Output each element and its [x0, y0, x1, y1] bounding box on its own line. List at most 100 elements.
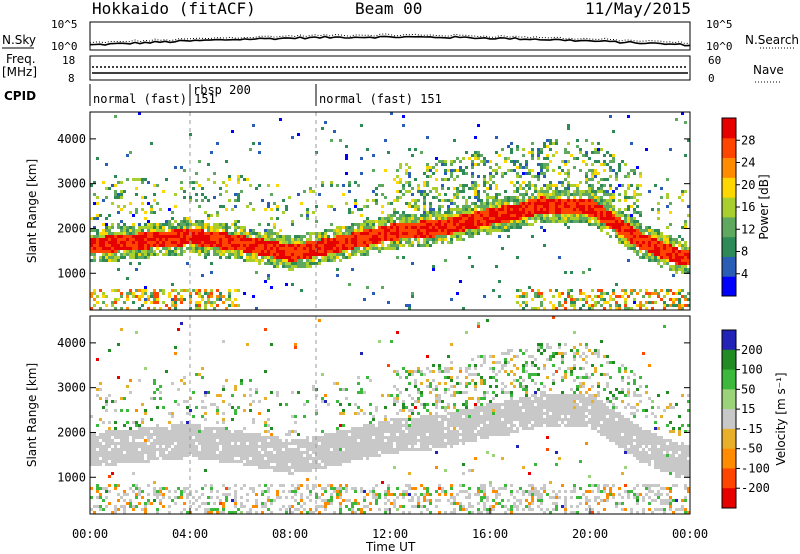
- velocity-cell: [126, 502, 129, 505]
- power-cell: [93, 304, 96, 307]
- power-cell: [522, 202, 525, 205]
- power-cell: [93, 226, 96, 229]
- power-cell: [528, 172, 531, 175]
- power-cell: [102, 259, 105, 262]
- velocity-cell: [135, 421, 138, 424]
- power-cell: [198, 253, 201, 256]
- power-cell: [285, 265, 288, 268]
- velocity-cell: [228, 487, 231, 490]
- power-cell: [687, 259, 690, 262]
- power-cell: [378, 184, 381, 187]
- power-cell: [624, 244, 627, 247]
- velocity-cell: [171, 415, 174, 418]
- velocity-cell: [231, 439, 234, 442]
- power-cell: [405, 304, 408, 307]
- noise-right-tick-bottom: 10^0: [706, 40, 733, 53]
- power-cell: [120, 181, 123, 184]
- velocity-cell: [201, 436, 204, 439]
- power-cell: [663, 259, 666, 262]
- power-cell: [402, 217, 405, 220]
- power-cell: [528, 205, 531, 208]
- velocity-cell: [207, 508, 210, 511]
- velocity-cell: [306, 478, 309, 481]
- power-cell: [267, 238, 270, 241]
- power-cell: [405, 172, 408, 175]
- power-cell: [387, 202, 390, 205]
- velocity-cell: [309, 445, 312, 448]
- power-cell: [312, 247, 315, 250]
- power-cell: [276, 238, 279, 241]
- velocity-cell: [186, 442, 189, 445]
- velocity-cell: [252, 451, 255, 454]
- power-cell: [312, 259, 315, 262]
- power-cell: [129, 211, 132, 214]
- power-cell: [666, 247, 669, 250]
- power-cell: [222, 181, 225, 184]
- power-cell: [648, 250, 651, 253]
- power-cell: [453, 214, 456, 217]
- power-cell: [492, 220, 495, 223]
- velocity-cell: [156, 508, 159, 511]
- power-cell: [306, 250, 309, 253]
- power-cell: [144, 211, 147, 214]
- velocity-cell: [348, 457, 351, 460]
- power-cell: [324, 244, 327, 247]
- power-cell: [348, 253, 351, 256]
- power-cell: [615, 214, 618, 217]
- power-cell: [324, 250, 327, 253]
- velocity-cell: [354, 403, 357, 406]
- velocity-cell: [246, 463, 249, 466]
- power-cell: [318, 238, 321, 241]
- power-cell: [468, 256, 471, 259]
- power-cell: [102, 229, 105, 232]
- velocity-cell: [174, 436, 177, 439]
- velocity-cell: [243, 457, 246, 460]
- power-cell: [432, 241, 435, 244]
- power-cell: [372, 154, 375, 157]
- power-cell: [519, 205, 522, 208]
- power-cell: [147, 181, 150, 184]
- power-cell: [393, 226, 396, 229]
- power-cell: [321, 244, 324, 247]
- power-cell: [213, 226, 216, 229]
- power-cell: [624, 190, 627, 193]
- velocity-cell: [363, 490, 366, 493]
- velocity-cell: [102, 454, 105, 457]
- velocity-cell: [342, 409, 345, 412]
- power-cell: [477, 223, 480, 226]
- search-noise-line: [89, 33, 691, 45]
- power-cell: [504, 208, 507, 211]
- power-cell: [630, 235, 633, 238]
- power-cell: [447, 178, 450, 181]
- power-cell: [282, 256, 285, 259]
- power-cell: [270, 286, 273, 289]
- power-cell: [492, 211, 495, 214]
- power-cell: [480, 160, 483, 163]
- power-cell: [270, 238, 273, 241]
- velocity-cell: [153, 490, 156, 493]
- velocity-cell: [318, 505, 321, 508]
- power-cell: [564, 193, 567, 196]
- power-cell: [174, 244, 177, 247]
- power-cell: [93, 241, 96, 244]
- power-cell: [567, 202, 570, 205]
- power-cell: [393, 178, 396, 181]
- power-cell: [258, 235, 261, 238]
- power-cell: [456, 226, 459, 229]
- power-cell: [405, 181, 408, 184]
- power-cell: [447, 241, 450, 244]
- power-cell: [480, 202, 483, 205]
- power-cell: [537, 289, 540, 292]
- power-cell: [360, 235, 363, 238]
- power-cell: [582, 298, 585, 301]
- power-cell: [342, 238, 345, 241]
- velocity-cell: [270, 436, 273, 439]
- power-cell: [210, 226, 213, 229]
- power-cell: [357, 238, 360, 241]
- velocity-cell: [372, 445, 375, 448]
- power-cell: [363, 232, 366, 235]
- power-cell: [381, 205, 384, 208]
- freq-panel: 18 8 60 0: [62, 54, 721, 85]
- power-cell: [114, 298, 117, 301]
- power-cell: [582, 211, 585, 214]
